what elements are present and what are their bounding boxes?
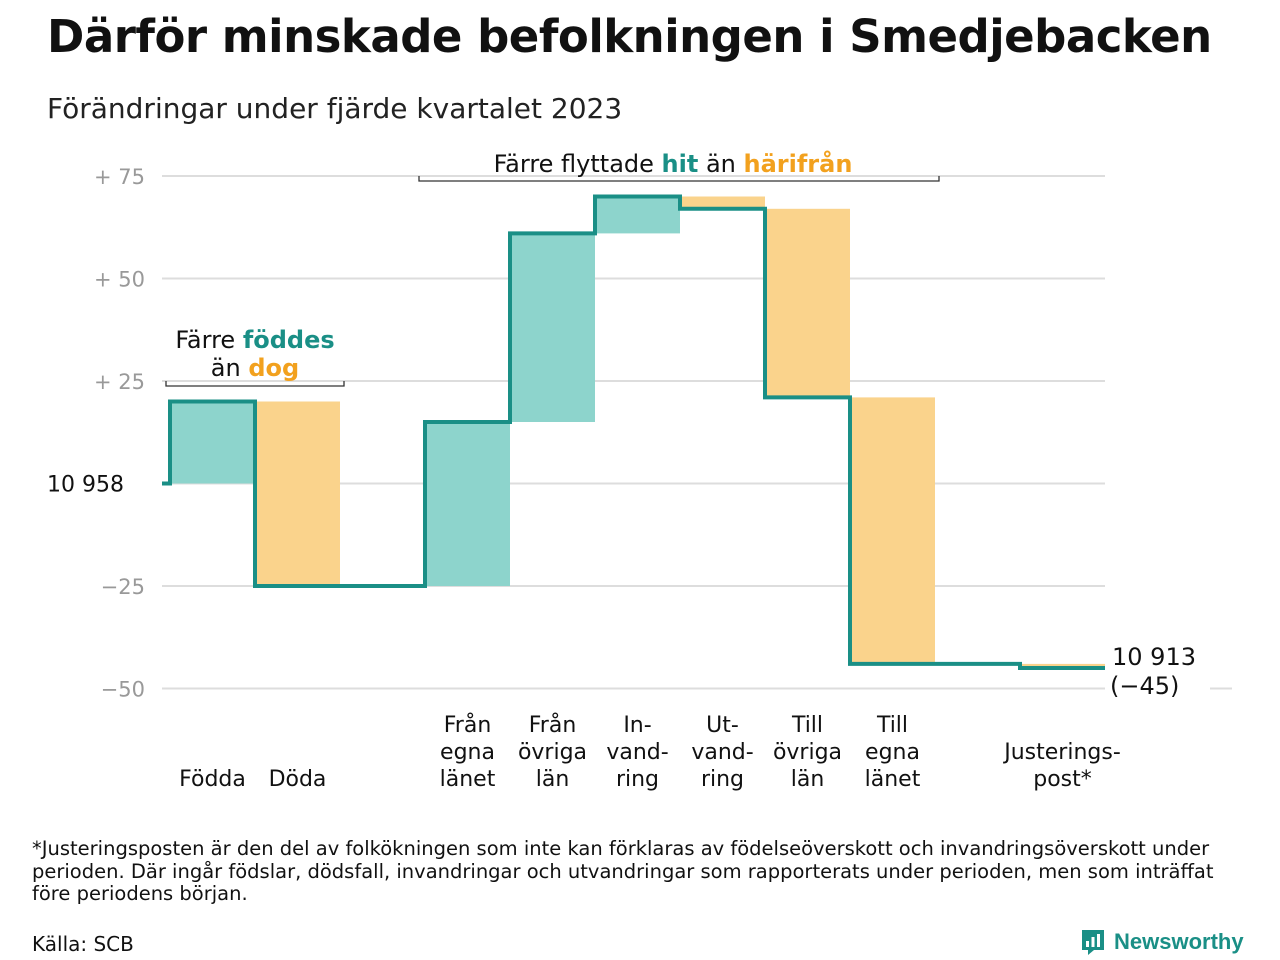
end-value-label: 10 913 xyxy=(1112,643,1196,671)
brand-name: Newsworthy xyxy=(1114,929,1244,954)
waterfall-bar xyxy=(680,196,765,209)
category-label: Från övriga län xyxy=(518,712,587,792)
brand-logo: Newsworthy xyxy=(1080,928,1244,956)
category-label: Från egna länet xyxy=(440,712,496,792)
y-tick-label: −50 xyxy=(101,678,145,702)
y-tick-label: −25 xyxy=(101,575,145,599)
annotation-births-line2: än dog xyxy=(211,354,299,382)
chart-subtitle: Förändringar under fjärde kvartalet 2023 xyxy=(47,92,623,125)
category-label: Ut-vand-ring xyxy=(691,713,753,792)
category-label: In-vand-ring xyxy=(606,713,668,792)
annotation-migration: Färre flyttade hit än härifrån xyxy=(494,149,853,178)
waterfall-bar xyxy=(255,401,340,586)
y-tick-label: + 75 xyxy=(94,165,145,189)
cumulative-step-line xyxy=(162,194,1105,670)
category-label: Justerings-post* xyxy=(1002,740,1121,792)
category-label: Döda xyxy=(269,767,327,792)
footnote: *Justeringsposten är den del av folkökni… xyxy=(32,837,1214,905)
waterfall-bar xyxy=(850,397,935,664)
y-tick-label: + 25 xyxy=(94,370,145,394)
newsworthy-icon xyxy=(1082,930,1104,955)
annotation-bracket xyxy=(165,381,345,387)
waterfall-chart: + 75 + 50 + 25 −25 −50 10 958 10 913(−45) Födda… xyxy=(47,149,1232,792)
category-label: Till övriga län xyxy=(773,713,842,792)
source-label: Källa: SCB xyxy=(32,932,134,956)
annotation-bracket xyxy=(418,176,940,182)
annotation-births-line1: Färre föddes xyxy=(175,326,334,354)
base-value-label: 10 958 xyxy=(47,473,124,498)
y-tick-label: + 50 xyxy=(94,268,145,292)
waterfall-bar xyxy=(1020,663,1105,668)
waterfall-bar xyxy=(170,401,255,484)
end-change-label: (−45) xyxy=(1110,672,1179,700)
chart-title: Därför minskade befolkningen i Smedjebac… xyxy=(47,10,1212,63)
category-label: Födda xyxy=(179,767,246,792)
waterfall-bar xyxy=(425,422,510,586)
waterfall-bar xyxy=(765,208,850,398)
waterfall-bar xyxy=(510,233,595,422)
category-label: Till egna länet xyxy=(865,713,921,792)
waterfall-bar xyxy=(595,196,680,234)
